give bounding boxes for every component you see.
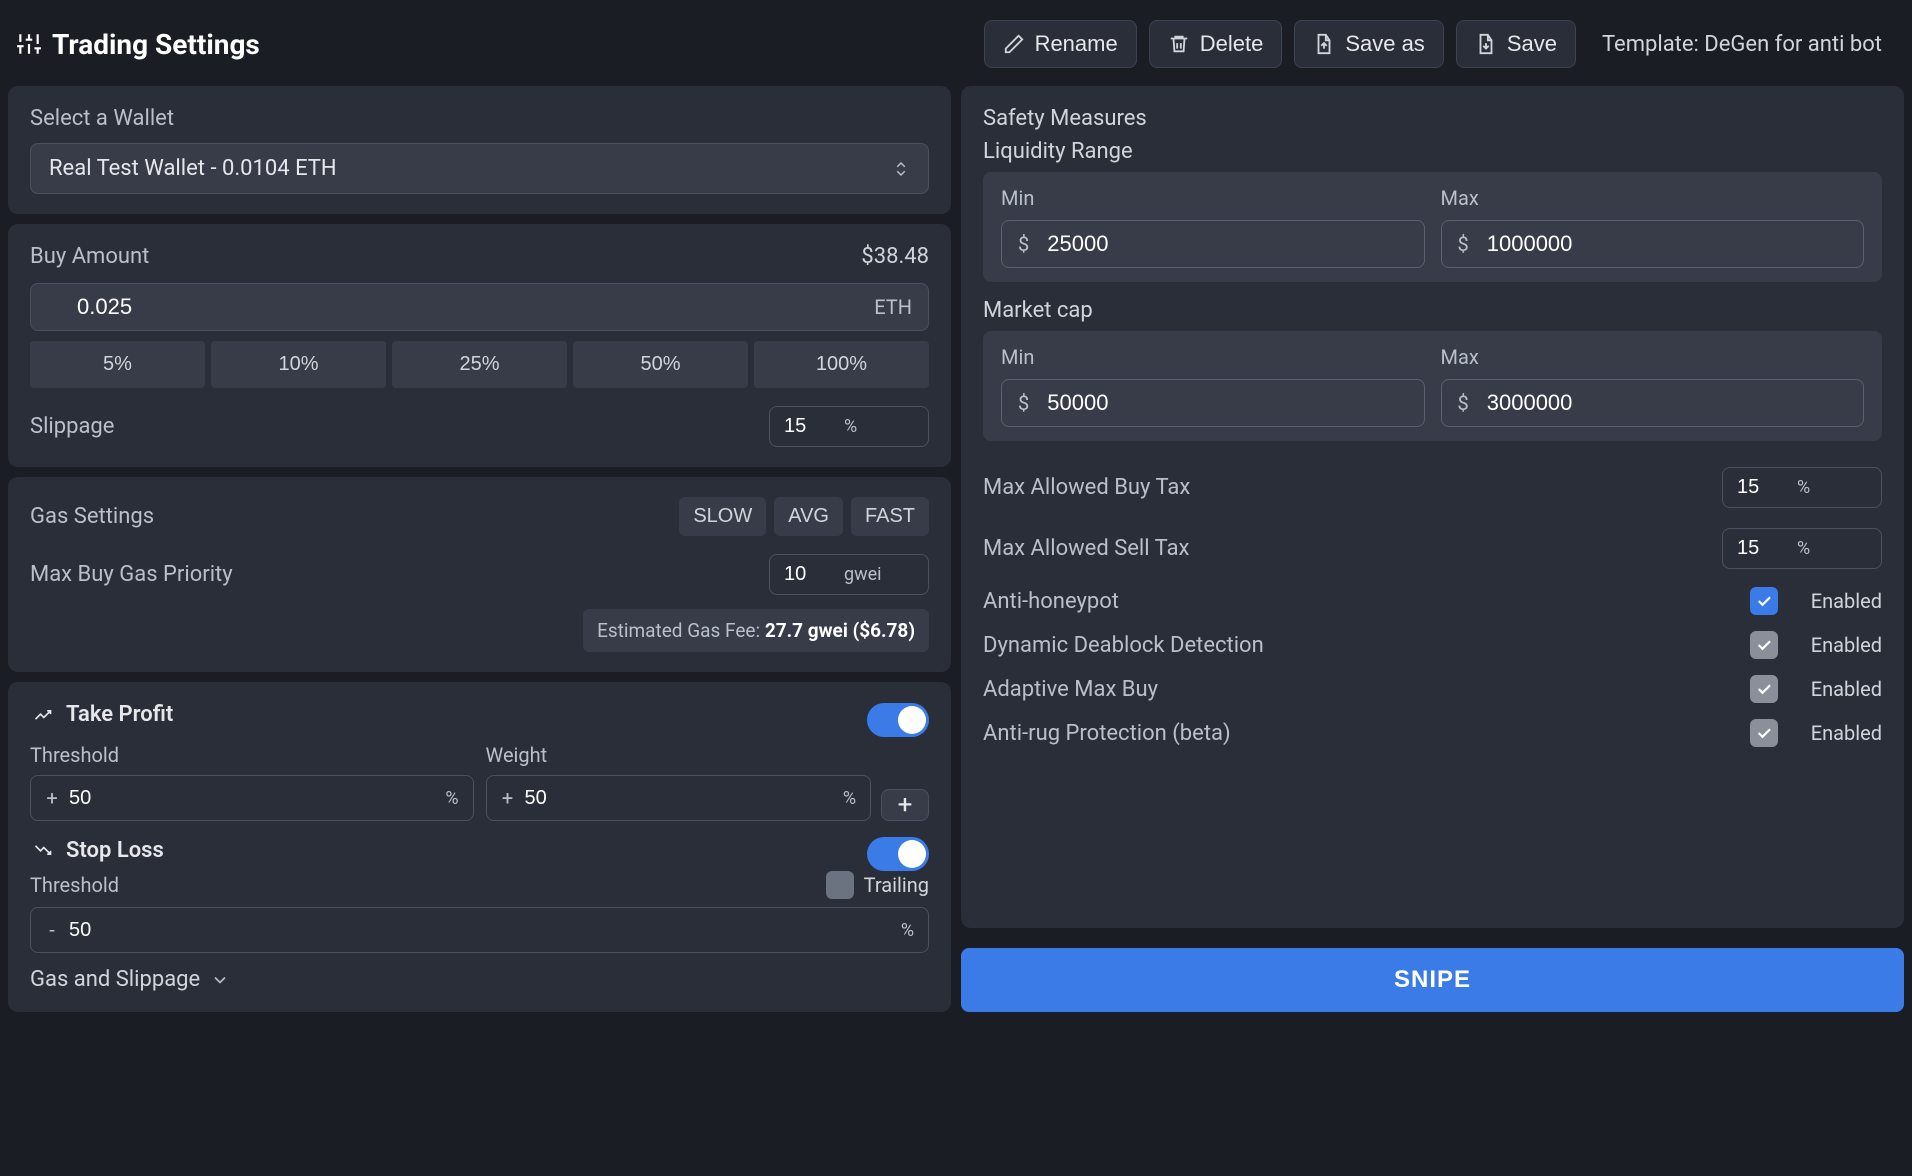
- wallet-panel: Select a Wallet Real Test Wallet - 0.010…: [8, 86, 951, 214]
- sl-threshold-wrapper: - %: [30, 907, 929, 953]
- antirug-label: Anti-rug Protection (beta): [983, 721, 1231, 746]
- mcap-min-label: Min: [1001, 345, 1425, 369]
- save-as-button[interactable]: Save as: [1294, 20, 1444, 68]
- tp-threshold-label: Threshold: [30, 743, 474, 767]
- wallet-select[interactable]: Real Test Wallet - 0.0104 ETH: [30, 143, 929, 194]
- delete-button[interactable]: Delete: [1149, 20, 1283, 68]
- pencil-icon: [1003, 33, 1025, 55]
- liq-min-wrapper: $: [1001, 220, 1425, 268]
- pct-row: 5% 10% 25% 50% 100%: [30, 341, 929, 388]
- snipe-button[interactable]: SNIPE: [961, 948, 1904, 1012]
- buy-tax-wrapper: %: [1722, 467, 1882, 508]
- gas-priority-input[interactable]: [784, 563, 834, 586]
- buy-amount-input-wrapper: ETH: [30, 283, 929, 331]
- liq-min-label: Min: [1001, 186, 1425, 210]
- trend-down-icon: [30, 840, 56, 860]
- pct-100[interactable]: 100%: [754, 341, 929, 388]
- page-title: Trading Settings: [16, 28, 972, 61]
- buy-tax-input[interactable]: [1737, 476, 1787, 499]
- wallet-label: Select a Wallet: [30, 106, 929, 131]
- tp-threshold-wrapper: + %: [30, 775, 474, 821]
- mcap-min-wrapper: $: [1001, 379, 1425, 427]
- mcap-range: Min Max $ $: [983, 331, 1882, 441]
- sl-threshold-label: Threshold: [30, 873, 119, 897]
- pct-50[interactable]: 50%: [573, 341, 748, 388]
- tp-weight-label: Weight: [486, 743, 872, 767]
- safety-title: Safety Measures: [983, 106, 1882, 131]
- mcap-label: Market cap: [983, 298, 1882, 323]
- ethereum-icon: [47, 295, 65, 319]
- slippage-input-wrapper: %: [769, 406, 929, 447]
- deadblock-label: Dynamic Deablock Detection: [983, 633, 1264, 658]
- liquidity-range: Min Max $ $: [983, 172, 1882, 282]
- gas-slow[interactable]: SLOW: [679, 497, 766, 536]
- maxbuy-label: Adaptive Max Buy: [983, 677, 1158, 702]
- liquidity-label: Liquidity Range: [983, 139, 1882, 164]
- tp-threshold-input[interactable]: [69, 787, 435, 810]
- sell-tax-wrapper: %: [1722, 528, 1882, 569]
- gas-avg[interactable]: AVG: [774, 497, 843, 536]
- gas-priority-input-wrapper: gwei: [769, 554, 929, 595]
- pct-10[interactable]: 10%: [211, 341, 386, 388]
- gas-priority-label: Max Buy Gas Priority: [30, 562, 233, 587]
- gas-panel: Gas Settings SLOW AVG FAST Max Buy Gas P…: [8, 477, 951, 672]
- mcap-min-input[interactable]: [1047, 390, 1407, 416]
- wallet-value: Real Test Wallet - 0.0104 ETH: [49, 156, 337, 181]
- template-label: Template: DeGen for anti bot: [1588, 22, 1896, 67]
- buy-amount-usd: $38.48: [861, 244, 929, 269]
- stop-loss-toggle[interactable]: [867, 837, 929, 871]
- trailing-label: Trailing: [864, 873, 929, 897]
- trailing-checkbox[interactable]: [826, 871, 854, 899]
- tp-weight-wrapper: + %: [486, 775, 872, 821]
- deadblock-checkbox[interactable]: [1750, 631, 1778, 659]
- buy-amount-label: Buy Amount: [30, 244, 149, 269]
- slippage-label: Slippage: [30, 414, 114, 439]
- chevron-updown-icon: [892, 158, 910, 180]
- sell-tax-input[interactable]: [1737, 537, 1787, 560]
- header: Trading Settings Rename Delete Save as S…: [8, 8, 1904, 86]
- gas-slippage-expand[interactable]: Gas and Slippage: [30, 967, 929, 992]
- buy-panel: Buy Amount $38.48 ETH 5% 10% 25% 50% 100…: [8, 224, 951, 467]
- gas-fast[interactable]: FAST: [851, 497, 929, 536]
- trend-up-icon: [30, 705, 56, 725]
- honeypot-checkbox[interactable]: [1750, 587, 1778, 615]
- chevron-down-icon: [210, 970, 230, 990]
- gas-fee-badge: Estimated Gas Fee: 27.7 gwei ($6.78): [583, 609, 929, 652]
- tp-sl-panel: Take Profit Threshold + % Weight: [8, 682, 951, 1012]
- slippage-unit: %: [844, 416, 857, 437]
- antirug-checkbox[interactable]: [1750, 719, 1778, 747]
- maxbuy-checkbox[interactable]: [1750, 675, 1778, 703]
- liq-max-wrapper: $: [1441, 220, 1865, 268]
- rename-button[interactable]: Rename: [984, 20, 1137, 68]
- take-profit-toggle[interactable]: [867, 703, 929, 737]
- add-tp-button[interactable]: +: [881, 789, 929, 821]
- buy-amount-input[interactable]: [77, 294, 862, 320]
- slippage-input[interactable]: [784, 415, 834, 438]
- safety-panel: Safety Measures Liquidity Range Min Max …: [961, 86, 1904, 928]
- gas-label: Gas Settings: [30, 504, 154, 529]
- sell-tax-label: Max Allowed Sell Tax: [983, 536, 1189, 561]
- honeypot-label: Anti-honeypot: [983, 589, 1119, 614]
- pct-5[interactable]: 5%: [30, 341, 205, 388]
- settings-sliders-icon: [16, 31, 42, 57]
- take-profit-header: Take Profit: [30, 702, 173, 727]
- gas-priority-unit: gwei: [844, 564, 882, 585]
- liq-max-label: Max: [1441, 186, 1865, 210]
- save-button[interactable]: Save: [1456, 20, 1576, 68]
- gas-speed-group: SLOW AVG FAST: [679, 497, 929, 536]
- file-save-icon: [1475, 33, 1497, 55]
- stop-loss-header: Stop Loss: [30, 838, 164, 863]
- buy-tax-label: Max Allowed Buy Tax: [983, 475, 1190, 500]
- buy-currency: ETH: [874, 295, 912, 319]
- sl-threshold-input[interactable]: [69, 919, 891, 942]
- mcap-max-wrapper: $: [1441, 379, 1865, 427]
- liq-min-input[interactable]: [1047, 231, 1407, 257]
- liq-max-input[interactable]: [1487, 231, 1847, 257]
- pct-25[interactable]: 25%: [392, 341, 567, 388]
- mcap-max-label: Max: [1441, 345, 1865, 369]
- mcap-max-input[interactable]: [1487, 390, 1847, 416]
- file-export-icon: [1313, 33, 1335, 55]
- tp-weight-input[interactable]: [525, 787, 833, 810]
- trash-icon: [1168, 33, 1190, 55]
